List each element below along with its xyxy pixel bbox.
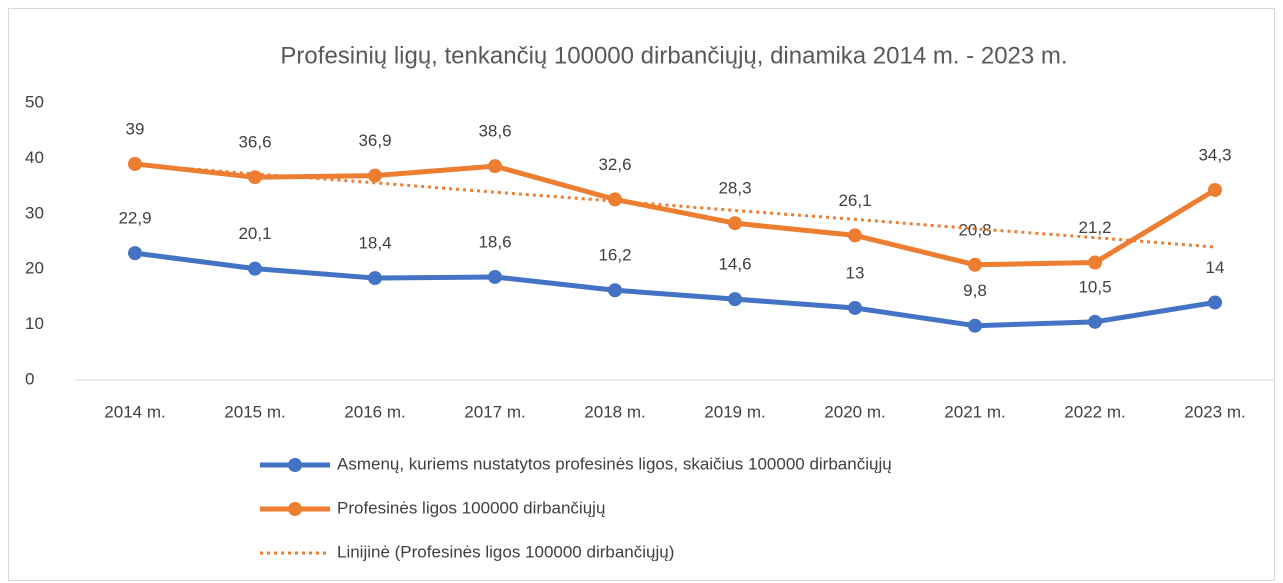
x-tick-label: 2020 m. — [824, 402, 885, 421]
data-point — [728, 292, 742, 307]
data-point — [368, 271, 382, 286]
x-tick-label: 2019 m. — [704, 402, 765, 421]
data-label: 20,1 — [238, 224, 271, 243]
legend-marker — [288, 502, 302, 516]
series-line — [134, 250, 1216, 329]
x-tick-label: 2022 m. — [1064, 402, 1125, 421]
data-label: 28,3 — [718, 179, 751, 198]
data-point — [1088, 314, 1102, 329]
data-point — [608, 192, 622, 207]
data-point — [848, 300, 862, 315]
legend-marker — [288, 458, 302, 472]
y-tick-label: 40 — [25, 148, 44, 167]
data-point — [248, 261, 262, 276]
legend-label: Asmenų, kuriems nustatytos profesinės li… — [337, 454, 892, 473]
data-label: 39 — [126, 119, 145, 138]
data-label: 18,4 — [358, 234, 391, 253]
data-label: 38,6 — [478, 122, 511, 141]
y-tick-label: 0 — [25, 369, 34, 388]
data-point — [848, 228, 862, 243]
data-point — [128, 246, 142, 261]
data-label: 21,2 — [1078, 218, 1111, 237]
data-label: 32,6 — [598, 155, 631, 174]
x-tick-label: 2017 m. — [464, 402, 525, 421]
data-label: 14 — [1206, 258, 1225, 277]
data-point — [1208, 295, 1222, 310]
legend-label: Linijinė (Profesinės ligos 100000 dirban… — [337, 542, 674, 561]
trend-line — [134, 162, 1216, 249]
data-point — [368, 168, 382, 183]
legend-label: Profesinės ligos 100000 dirbančiųjų — [337, 498, 605, 517]
data-label: 22,9 — [118, 209, 151, 228]
data-point — [488, 159, 502, 174]
data-point — [608, 283, 622, 298]
data-label: 9,8 — [963, 281, 987, 300]
chart-title: Profesinių ligų, tenkančių 100000 dirban… — [280, 42, 1067, 69]
data-label: 18,6 — [478, 232, 511, 251]
y-tick-label: 30 — [25, 203, 44, 222]
data-point — [968, 318, 982, 333]
data-label: 13 — [846, 263, 865, 282]
data-label: 34,3 — [1198, 145, 1231, 164]
data-point — [968, 257, 982, 272]
series-line — [134, 161, 1217, 268]
data-label: 36,9 — [358, 131, 391, 150]
data-point — [1208, 182, 1222, 197]
data-label: 36,6 — [238, 133, 271, 152]
y-tick-label: 10 — [25, 314, 44, 333]
x-tick-label: 2018 m. — [584, 402, 645, 421]
data-point — [1088, 255, 1102, 270]
x-tick-label: 2016 m. — [344, 402, 405, 421]
x-tick-label: 2021 m. — [944, 402, 1005, 421]
data-point — [728, 216, 742, 231]
data-label: 26,1 — [838, 191, 871, 210]
data-label: 16,2 — [598, 246, 631, 265]
y-tick-label: 50 — [25, 92, 44, 111]
x-tick-label: 2023 m. — [1184, 402, 1245, 421]
data-label: 10,5 — [1078, 277, 1111, 296]
data-point — [128, 156, 142, 171]
data-point — [248, 170, 262, 185]
y-tick-label: 20 — [25, 259, 44, 278]
data-point — [488, 269, 502, 284]
x-tick-label: 2015 m. — [224, 402, 285, 421]
x-tick-label: 2014 m. — [104, 402, 165, 421]
data-label: 14,6 — [718, 255, 751, 274]
